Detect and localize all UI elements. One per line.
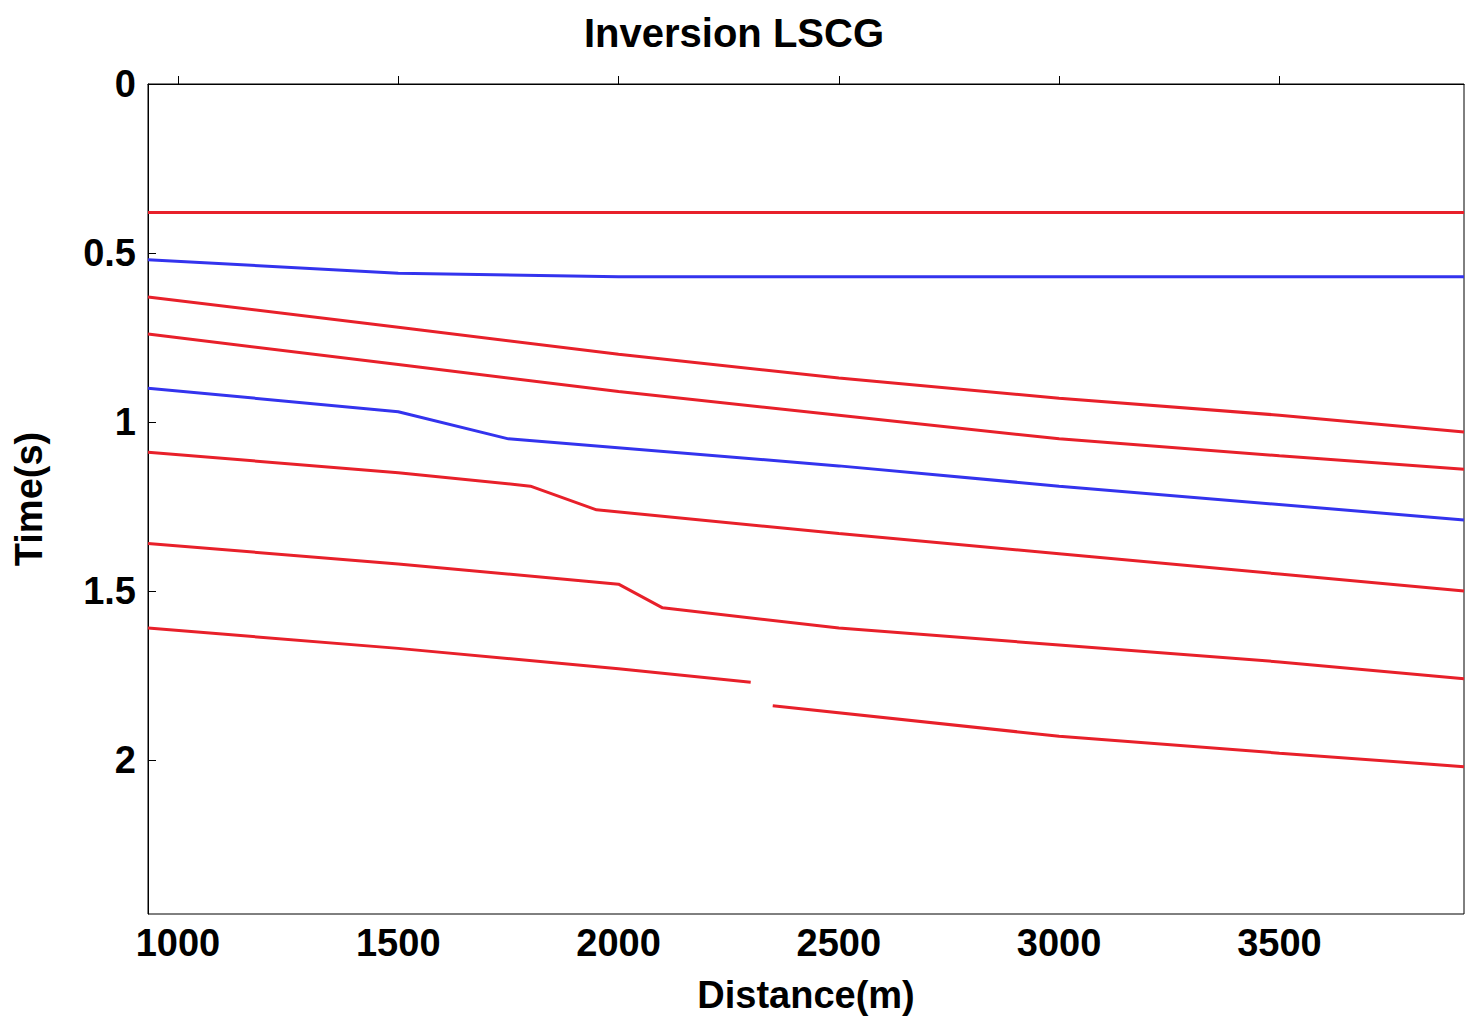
svg-text:1000: 1000	[136, 922, 221, 964]
svg-text:1.5: 1.5	[83, 570, 136, 612]
svg-text:0.5: 0.5	[83, 232, 136, 274]
svg-text:2500: 2500	[797, 922, 882, 964]
svg-text:3000: 3000	[1017, 922, 1102, 964]
svg-text:0: 0	[115, 63, 136, 105]
svg-text:Distance(m): Distance(m)	[697, 974, 915, 1016]
svg-text:2000: 2000	[576, 922, 661, 964]
svg-text:2: 2	[115, 739, 136, 781]
svg-text:Time(s): Time(s)	[8, 432, 50, 566]
svg-text:1500: 1500	[356, 922, 441, 964]
svg-text:1: 1	[115, 401, 136, 443]
svg-text:3500: 3500	[1237, 922, 1322, 964]
svg-text:Inversion LSCG: Inversion LSCG	[584, 11, 884, 55]
